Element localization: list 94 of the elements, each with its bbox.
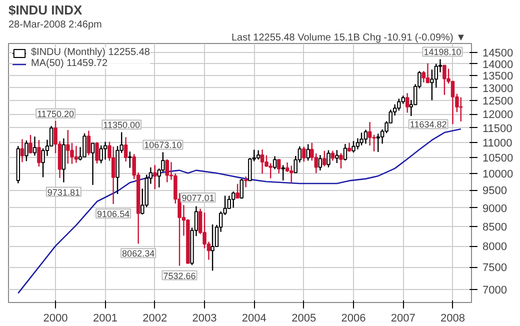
candlestick (20, 138, 24, 163)
candlestick (240, 178, 244, 200)
candlestick (343, 143, 348, 162)
x-tick-label: 2004 (242, 312, 266, 324)
candlestick (335, 149, 339, 164)
candlestick (231, 190, 236, 208)
candlestick (442, 64, 446, 96)
candlestick (111, 146, 116, 205)
annotation: 11350.00 (103, 120, 140, 130)
legend-label: $INDU (Monthly) 12255.48 (31, 47, 150, 58)
candlestick (360, 132, 364, 146)
candlestick (281, 164, 285, 182)
y-tick-label: 9500 (482, 185, 507, 198)
annotation: Last 12255.48 Volume 15.1B Chg -10.91 (-0.09%) ▼ (231, 32, 466, 44)
y-tick-label: 13500 (482, 70, 514, 83)
y-tick-label: 12500 (482, 96, 514, 108)
candlestick (285, 162, 290, 173)
candlestick (326, 150, 330, 168)
x-tick-label: 2000 (43, 312, 68, 324)
candlestick (302, 146, 306, 162)
candlestick (95, 142, 99, 164)
x-tick-label: 2008 (440, 312, 465, 324)
candlestick (244, 176, 248, 188)
annotation: 9106.54 (97, 208, 130, 219)
candlestick (128, 150, 132, 168)
y-tick-label: 8500 (482, 221, 507, 234)
candlestick (236, 183, 240, 199)
x-tick-label: 2005 (292, 312, 316, 324)
candlestick (277, 158, 281, 174)
candlestick (90, 142, 95, 186)
y-tick-label: 10000 (482, 168, 514, 180)
candlestick (314, 152, 318, 174)
candlestick (210, 224, 214, 272)
y-tick-label: 11000 (482, 137, 512, 150)
candlestick (459, 96, 463, 122)
candlestick (306, 144, 310, 162)
annotation: 9731.81 (47, 187, 80, 198)
candlestick (272, 156, 277, 170)
candlestick (99, 144, 103, 164)
candlestick (405, 92, 410, 114)
x-tick-label: 2001 (93, 312, 118, 324)
candlestick (318, 154, 322, 171)
candlestick (82, 132, 86, 158)
candlestick (372, 134, 376, 152)
candlestick (434, 63, 438, 88)
text: 28-Mar-2008 2:46pm (8, 20, 102, 30)
y-tick-label: 14000 (482, 58, 514, 71)
candlestick (426, 62, 430, 84)
candlestick (32, 136, 37, 156)
y-tick-label: 9000 (482, 202, 507, 215)
candlestick (86, 130, 91, 156)
candlestick (124, 136, 128, 162)
candlestick (339, 152, 343, 170)
legend-label: MA(50) 11459.72 (31, 58, 108, 69)
chart-title: $INDU INDX (8, 2, 83, 18)
candlestick (256, 150, 260, 160)
candlestick (37, 139, 41, 168)
candlestick (66, 129, 70, 164)
y-tick-label: 7500 (482, 262, 507, 274)
x-tick-label: 2002 (142, 312, 168, 324)
annotation: 14198.10 (424, 47, 462, 58)
candlestick (322, 150, 326, 167)
y-tick-label: 8000 (482, 241, 507, 254)
y-tick-label: 14500 (482, 47, 514, 60)
x-tick-label: 2006 (341, 312, 366, 324)
candlestick (450, 80, 455, 125)
annotation: 11750.20 (37, 108, 74, 119)
x-tick-label: 2007 (390, 312, 416, 324)
candlestick (397, 98, 401, 112)
candlestick (103, 141, 108, 160)
annotation: 10673.10 (144, 140, 182, 150)
candlestick (376, 133, 380, 153)
annotation: 11634.82 (410, 120, 447, 130)
y-tick-label: 7000 (482, 284, 507, 297)
y-tick-label: 11500 (482, 122, 512, 135)
candlestick (74, 145, 78, 164)
candlestick (368, 121, 372, 146)
candlestick (28, 134, 32, 154)
y-tick-label: 12000 (482, 109, 514, 122)
candlestick (352, 140, 356, 154)
x-tick-label: 2003 (192, 312, 217, 324)
candlestick (290, 165, 294, 184)
candlestick (330, 150, 335, 162)
y-tick-label: 10500 (482, 152, 514, 165)
candlestick (24, 140, 28, 162)
annotation: 9077.01 (182, 193, 214, 204)
candlestick (364, 129, 368, 144)
candlestick (165, 158, 169, 183)
line-series (18, 128, 462, 294)
annotation: 8062.34 (122, 248, 155, 259)
annotation: 7532.66 (163, 270, 196, 281)
candlestick (153, 164, 157, 190)
y-tick-label: 13000 (482, 82, 514, 95)
candlestick (260, 148, 264, 174)
